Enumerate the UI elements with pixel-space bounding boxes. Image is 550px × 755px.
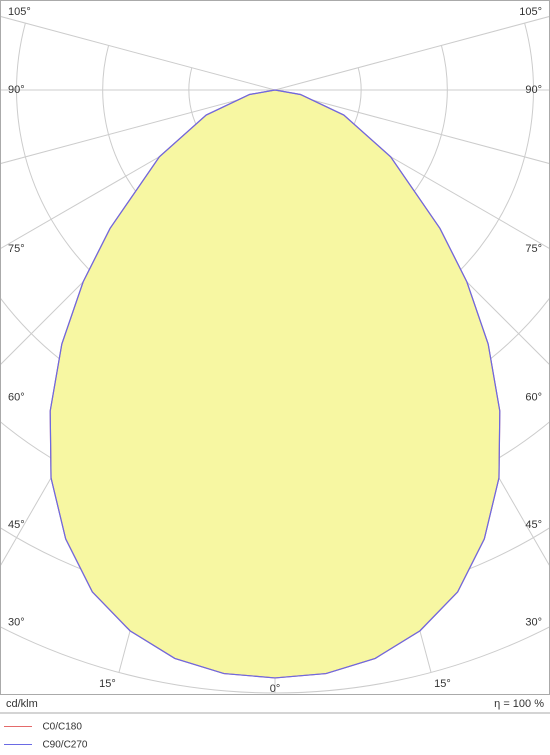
legend-swatch-c0 — [4, 726, 32, 727]
legend-swatch-c90 — [4, 744, 32, 745]
angle-label: 15° — [434, 678, 451, 690]
legend-label-c90: C90/C270 — [42, 739, 87, 750]
angle-label: 75° — [8, 243, 25, 255]
legend: C0/C180 C90/C270 — [4, 718, 87, 754]
angle-label: 60° — [8, 391, 25, 403]
angle-label: 105° — [8, 6, 31, 18]
angle-label: 90° — [8, 84, 25, 96]
angle-label: 90° — [525, 84, 542, 96]
distribution-fill — [50, 90, 500, 678]
legend-label-c0: C0/C180 — [42, 721, 81, 732]
legend-item-c0: C0/C180 — [4, 718, 87, 736]
legend-item-c90: C90/C270 — [4, 736, 87, 754]
angle-label: 75° — [525, 243, 542, 255]
angle-label: 0° — [270, 683, 281, 695]
polar-chart-container: 0° 15° 15° 30° 30° 45° 45° 60° 60° 75° 75° 90° 90° 10… — [0, 0, 550, 750]
angle-label: 45° — [8, 519, 25, 531]
footer-right-label: η = 100 % — [494, 698, 544, 710]
angle-label: 105° — [519, 6, 542, 18]
polar-chart-svg: 0° 15° 15° 30° 30° 45° 45° 60° 60° 75° 75° 90° 90° 10… — [0, 0, 550, 750]
footer-left-label: cd/klm — [6, 698, 38, 710]
angle-label: 30° — [8, 617, 25, 629]
angle-label: 30° — [525, 617, 542, 629]
angle-label: 45° — [525, 519, 542, 531]
angle-label: 15° — [99, 678, 116, 690]
angle-label: 60° — [525, 391, 542, 403]
